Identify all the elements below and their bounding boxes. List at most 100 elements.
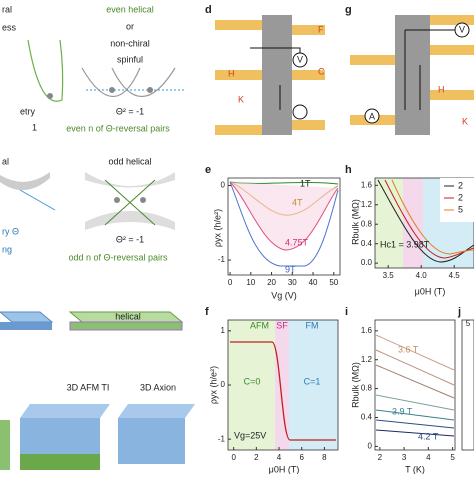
axis-title: ρyx (h/e²) (208, 366, 218, 404)
label: or (126, 21, 134, 31)
axis-title: T (K) (405, 464, 425, 474)
axis-title: Rbulk (MΩ) (350, 362, 360, 408)
label: C (318, 66, 325, 76)
label: ess (2, 22, 17, 32)
x-tick-label: 8 (322, 453, 327, 462)
label: even helical (106, 4, 154, 14)
annotation: Vg=25V (234, 430, 266, 440)
annotation: 4.75T (285, 237, 309, 247)
axis-title: Rbulk (MΩ) (350, 199, 360, 245)
curves (375, 334, 455, 437)
label: A (369, 111, 375, 121)
label: ng (2, 244, 12, 254)
panel-label: h (345, 164, 352, 176)
annotation: 3.6 T (398, 344, 419, 354)
curve (391, 179, 474, 255)
panel-label: g (345, 4, 352, 16)
curve (229, 181, 339, 251)
label: K (462, 116, 468, 126)
y-tick-label: 0.4 (361, 239, 373, 248)
curve (230, 341, 336, 441)
label: V (459, 24, 465, 34)
meter (454, 22, 470, 38)
label: non-chiral (110, 38, 150, 48)
label: AFM (250, 320, 269, 330)
meter (292, 104, 308, 120)
y-tick-label: 0.0 (361, 258, 373, 267)
block (20, 454, 100, 470)
label: odd n of Θ-reversal pairs (68, 252, 168, 262)
spin (109, 87, 115, 93)
band (0, 172, 50, 191)
label: odd helical (108, 156, 151, 166)
panel-label: d (205, 4, 212, 16)
x-tick-label: 40 (309, 278, 318, 287)
slab (0, 311, 54, 323)
region (375, 178, 403, 268)
y-tick-label: 1.2 (361, 355, 373, 364)
spin (47, 93, 53, 99)
axis-title: μ0H (T) (415, 286, 446, 296)
contact (350, 15, 474, 125)
legend-label: 2 (458, 192, 463, 202)
label: Θ² = -1 (116, 106, 144, 116)
band (85, 211, 175, 230)
spin (114, 197, 120, 203)
axes (374, 177, 474, 269)
axes (461, 319, 474, 451)
block (20, 404, 110, 418)
spin (140, 197, 146, 203)
panel-label: i (345, 306, 348, 318)
x-tick-label: 10 (246, 278, 255, 287)
y-tick-label: -1 (218, 434, 226, 443)
x-tick-label: 4 (277, 453, 282, 462)
panel-label: e (205, 164, 211, 176)
label: even n of Θ-reversal pairs (66, 123, 170, 133)
wire (404, 29, 455, 110)
label: H (438, 84, 445, 94)
label: 3D Axion (140, 382, 176, 392)
label: V (297, 54, 303, 64)
label: F (318, 24, 324, 34)
panel-label: j (457, 306, 461, 318)
y-tick-label: 0 (221, 181, 226, 190)
x-tick-label: 0 (228, 278, 233, 287)
spin (147, 87, 153, 93)
label: ry Θ (2, 226, 19, 236)
label: C=1 (304, 376, 321, 386)
slab (69, 321, 183, 331)
label: C=0 (244, 376, 261, 386)
legend-label: 5 (458, 204, 463, 214)
region (289, 320, 338, 450)
label: FM (306, 320, 319, 330)
y-tick-label: 1.6 (361, 180, 373, 189)
x-tick-label: 4.5 (449, 271, 461, 280)
annotation: 9T (285, 264, 296, 274)
axes (227, 177, 341, 276)
band (27, 39, 64, 102)
x-tick-label: 6 (299, 453, 304, 462)
annotation: 3.9 T (392, 406, 413, 416)
curve (229, 181, 339, 267)
y-tick-label: 0 (221, 380, 226, 389)
annotation: 1T (300, 178, 311, 188)
slab (0, 322, 52, 330)
label: etry (20, 106, 36, 116)
bar (395, 15, 430, 135)
block (118, 404, 195, 418)
y-tick-label: 1 (221, 326, 226, 335)
block (118, 418, 185, 464)
y-tick-label: 1.2 (361, 200, 373, 209)
label: SF (276, 320, 288, 330)
x-tick-label: 4 (426, 453, 431, 462)
label: 1 (32, 122, 37, 132)
axis-title: Vg (V) (271, 290, 297, 300)
contact (215, 20, 325, 135)
label: 3D AFM TI (67, 382, 110, 392)
panel-label: f (205, 306, 209, 318)
x-tick-label: 30 (288, 278, 297, 287)
legend (440, 178, 474, 222)
meter (364, 108, 380, 124)
tick-label: 5 (466, 319, 471, 328)
